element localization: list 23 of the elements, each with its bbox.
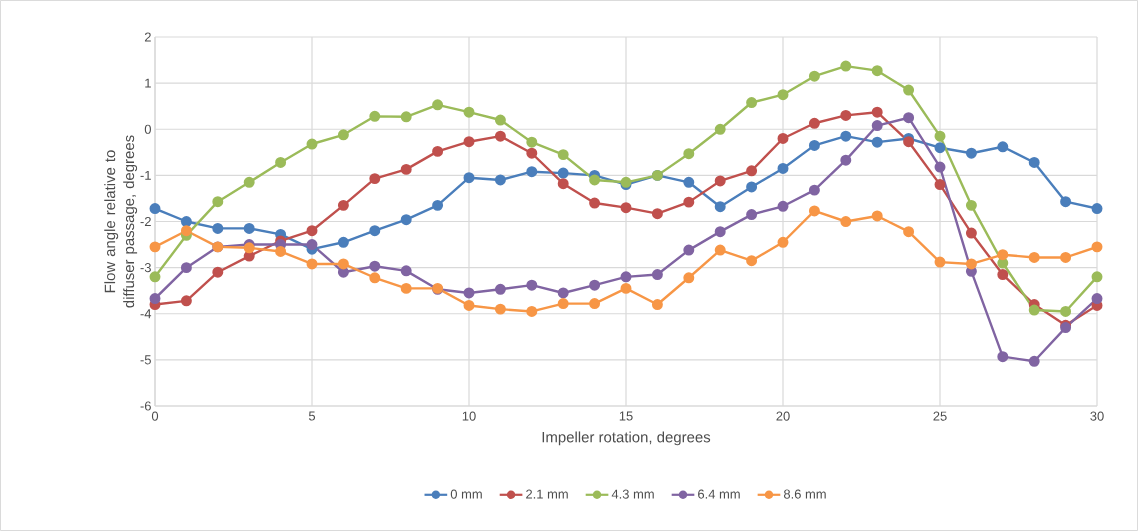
x-tick-label: 30 bbox=[1090, 411, 1104, 421]
legend-label: 2.1 mm bbox=[526, 489, 568, 499]
legend-label: 4.3 mm bbox=[611, 489, 654, 499]
y-tick-label: 0 bbox=[144, 124, 151, 134]
x-tick-label: 10 bbox=[462, 411, 476, 421]
legend-label: 0 mm bbox=[450, 489, 482, 499]
y-tick-label: 2 bbox=[144, 32, 151, 42]
y-tick-label: -1 bbox=[140, 170, 151, 180]
y-tick-label: -6 bbox=[140, 401, 151, 411]
y-axis-title: Flow angle relative to diffuser passage, degrees bbox=[104, 135, 138, 308]
x-axis-title: Impeller rotation, degrees bbox=[542, 431, 711, 446]
x-tick-label: 15 bbox=[619, 411, 633, 421]
y-tick-label: -2 bbox=[140, 216, 151, 227]
x-tick-label: 25 bbox=[933, 411, 947, 421]
y-tick-label: -4 bbox=[140, 309, 152, 319]
y-tick-label: -3 bbox=[140, 263, 151, 273]
y-tick-label: 1 bbox=[145, 78, 151, 88]
x-tick-label: 5 bbox=[308, 411, 316, 421]
legend-label: 6.4 mm bbox=[698, 489, 740, 499]
y-tick-label: -5 bbox=[140, 355, 151, 365]
x-tick-label: 0 bbox=[151, 411, 159, 421]
legend-label: 8.6 mm bbox=[783, 489, 826, 499]
x-tick-label: 20 bbox=[776, 411, 790, 421]
